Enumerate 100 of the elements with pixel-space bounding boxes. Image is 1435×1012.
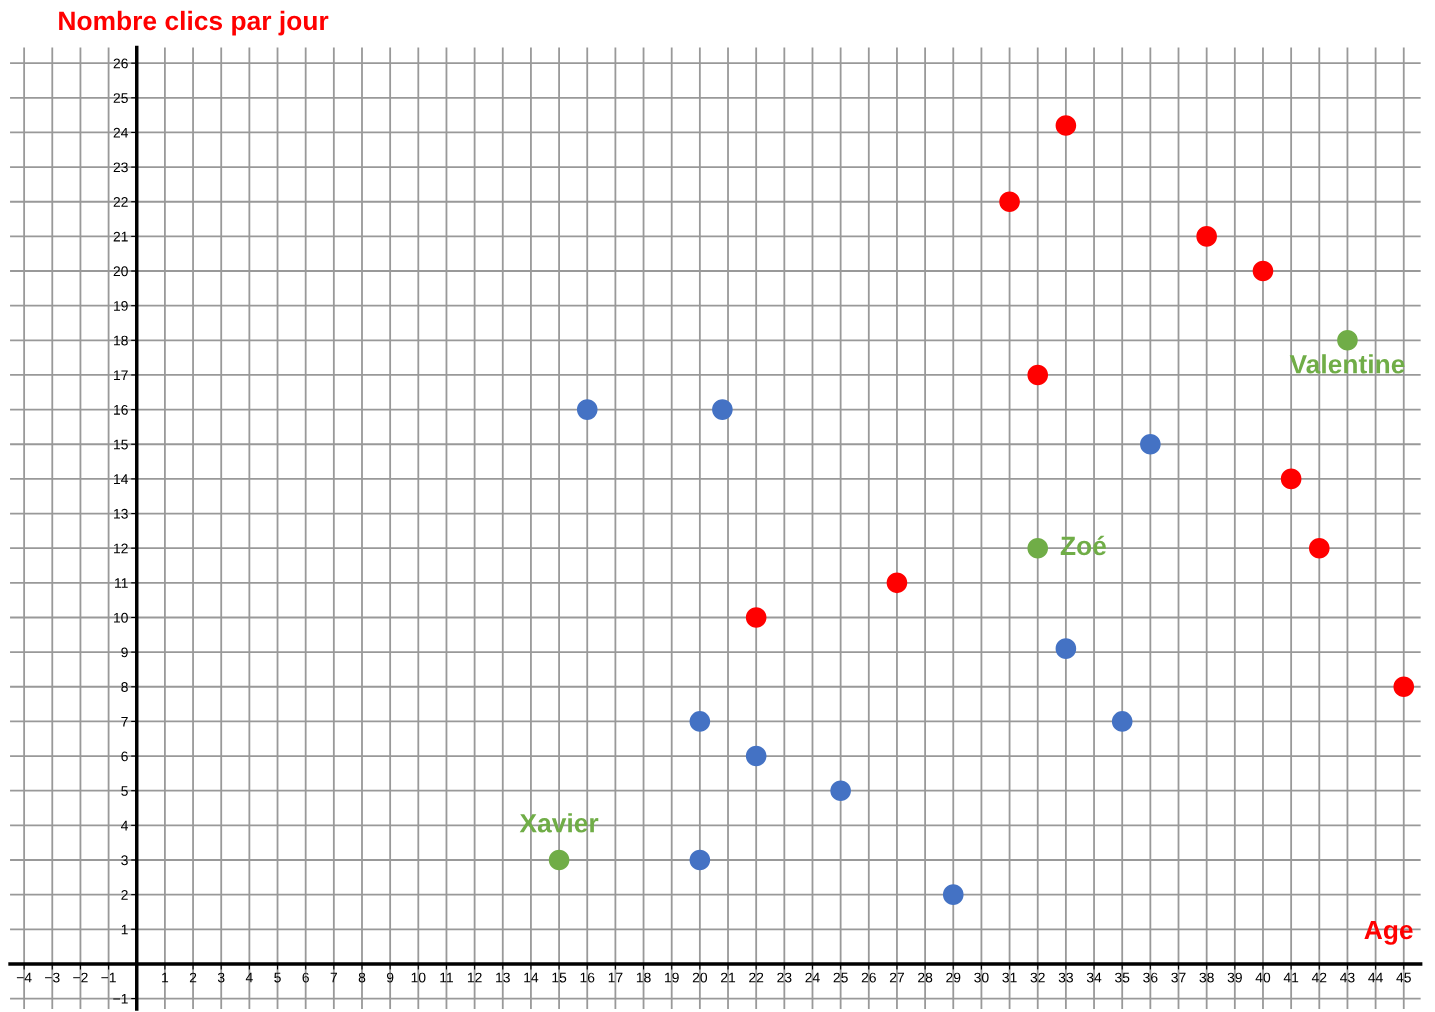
x-tick-label: −4: [16, 972, 32, 983]
y-tick-label: 20: [113, 266, 128, 277]
x-tick-label: 41: [1283, 972, 1299, 983]
point: [1027, 364, 1049, 386]
x-tick-label: 28: [918, 972, 933, 983]
point: [548, 849, 570, 871]
x-tick-label: 40: [1255, 972, 1271, 983]
point: [745, 607, 767, 628]
x-tick-label: 8: [358, 972, 366, 983]
x-tick-label: 2: [189, 972, 197, 983]
x-tick-label: 26: [861, 972, 876, 983]
point: [1252, 260, 1274, 282]
x-tick-label: 39: [1227, 972, 1242, 983]
x-tick-label: 6: [302, 972, 309, 983]
x-tick-label: 19: [665, 972, 679, 983]
x-tick-label: 25: [833, 972, 848, 983]
point: [942, 884, 964, 905]
y-tick-label: 1: [121, 924, 128, 935]
x-tick-label: 15: [552, 972, 567, 983]
x-tick-label: 45: [1396, 972, 1411, 983]
x-tick-label: 44: [1368, 972, 1383, 983]
x-tick-label: 20: [692, 972, 708, 983]
x-tick-label: 37: [1171, 972, 1186, 983]
y-tick-label: 26: [113, 58, 128, 69]
x-tick-label: 13: [496, 972, 510, 983]
y-tick-label: 16: [114, 404, 128, 415]
point: [1055, 638, 1077, 659]
y-tick-label: 4: [121, 820, 129, 831]
x-tick-label: 7: [330, 972, 337, 983]
x-tick-label: 14: [524, 972, 539, 983]
x-tick-label: 5: [274, 972, 281, 983]
x-tick-label: 21: [720, 972, 736, 983]
x-tick-label: 38: [1199, 972, 1214, 983]
point: [689, 711, 711, 732]
y-tick-label: 10: [114, 612, 128, 623]
y-tick-label: 5: [121, 786, 128, 796]
point: [1280, 468, 1302, 490]
y-tick-label: 21: [113, 231, 128, 242]
point: [1111, 711, 1133, 732]
x-tick-label: 17: [608, 972, 623, 983]
x-tick-label: 31: [1002, 972, 1017, 983]
point: [1055, 115, 1077, 136]
x-tick-label: 35: [1115, 972, 1130, 983]
point: [886, 572, 908, 594]
y-tick-label: 15: [114, 439, 128, 450]
y-tick-label: 13: [114, 508, 128, 519]
y-tick-label: 8: [121, 682, 128, 692]
point: [576, 399, 598, 420]
x-tick-label: −3: [45, 972, 60, 983]
y-tick-label: 9: [121, 647, 128, 658]
y-tick-label: 11: [115, 578, 128, 588]
x-tick-label: −1: [101, 972, 116, 983]
y-tick-label: 25: [113, 93, 128, 103]
point: [830, 780, 851, 801]
point: [1140, 433, 1161, 455]
point: [689, 849, 711, 871]
y-tick-label: 12: [114, 543, 128, 554]
point: [999, 191, 1020, 213]
y-tick-label: 3: [121, 855, 128, 866]
x-tick-label: 9: [386, 972, 394, 983]
x-tick-label: 32: [1030, 972, 1045, 983]
x-axis-title: Age: [1364, 920, 1413, 945]
y-tick-label: −1: [113, 994, 128, 1004]
x-tick-label: 16: [580, 972, 595, 983]
x-tick-label: 29: [946, 972, 961, 983]
y-axis-title: Nombre clics par jour: [59, 10, 329, 36]
x-tick-label: 24: [805, 972, 820, 983]
y-tick-label: 23: [113, 162, 128, 173]
point: [1393, 676, 1415, 698]
x-tick-label: 34: [1086, 972, 1102, 983]
x-tick-label: 3: [217, 972, 225, 983]
x-tick-label: 42: [1311, 972, 1327, 983]
y-tick-label: 24: [113, 127, 129, 138]
x-tick-label: 18: [636, 972, 651, 983]
point: [1196, 226, 1217, 247]
x-tick-label: 30: [974, 972, 989, 983]
y-tick-label: 7: [121, 716, 128, 727]
point: [1027, 537, 1049, 559]
y-tick-label: 14: [114, 474, 129, 484]
x-tick-label: 23: [777, 972, 792, 983]
point: [1308, 537, 1330, 559]
x-tick-label: 11: [440, 972, 453, 983]
x-tick-label: 27: [889, 972, 904, 983]
y-tick-label: 6: [121, 751, 128, 762]
y-tick-label: 19: [114, 301, 128, 311]
x-tick-label: 10: [411, 972, 426, 983]
y-tick-label: 2: [121, 889, 128, 900]
x-tick-label: 12: [467, 972, 482, 983]
point: [712, 399, 733, 420]
point: [1337, 330, 1358, 351]
point: [745, 745, 767, 767]
y-tick-label: 22: [113, 197, 128, 207]
x-tick-label: 33: [1058, 972, 1073, 983]
x-tick-label: −2: [73, 972, 88, 983]
y-tick-label: 18: [114, 335, 128, 346]
x-tick-label: 1: [162, 972, 169, 983]
x-tick-label: 43: [1340, 972, 1355, 983]
x-tick-label: 22: [749, 972, 764, 983]
y-tick-label: 17: [114, 370, 128, 380]
x-tick-label: 36: [1143, 972, 1158, 983]
